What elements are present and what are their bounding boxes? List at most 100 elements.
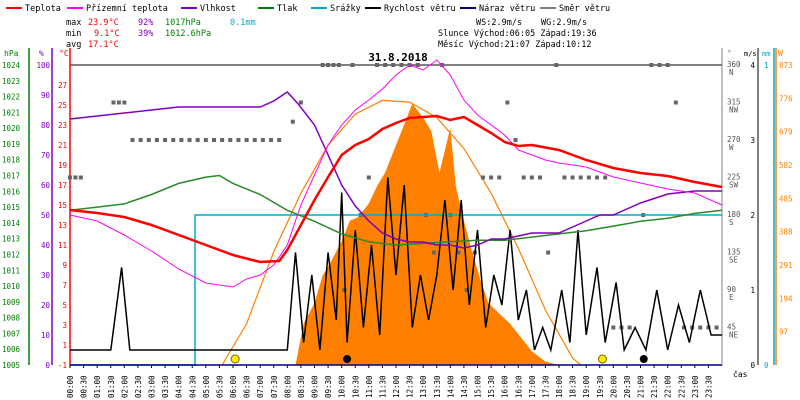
pressure-tick-label: 1016: [2, 187, 21, 196]
wind-dir-point: [220, 138, 225, 142]
dir-tick-dir-label: W: [729, 143, 734, 152]
pressure-tick-label: 1018: [2, 156, 21, 165]
wind-dir-point: [163, 138, 168, 142]
dir-tick-label: 135: [727, 248, 741, 257]
humidity-tick-label: 0: [45, 361, 50, 370]
stat-max-temp: 23.9°C: [88, 18, 119, 28]
wind-dir-point: [146, 138, 151, 142]
x-tick-label: 11:30: [378, 375, 387, 398]
wind-dir-point: [244, 138, 249, 142]
x-tick-label: 00:30: [80, 375, 89, 398]
solar-tick-label: 194: [779, 294, 793, 303]
pressure-line: [69, 174, 723, 246]
x-tick-label: 06:00: [229, 375, 238, 398]
x-tick-label: 02:30: [134, 375, 143, 398]
wind-dir-point: [211, 138, 216, 142]
temp-axis-unit: °C: [59, 49, 69, 58]
wind-dir-point: [513, 138, 518, 142]
x-tick-label: 23:00: [691, 375, 700, 398]
temp-tick-label: 25: [58, 101, 67, 110]
pressure-tick-label: 1014: [2, 219, 21, 228]
x-tick-label: 14:30: [460, 375, 469, 398]
dir-tick-dir-label: N: [729, 68, 734, 77]
wind-dir-point: [187, 138, 192, 142]
x-tick-label: 01:30: [107, 375, 116, 398]
x-tick-label: 02:00: [120, 375, 129, 398]
humidity-tick-label: 80: [41, 121, 51, 130]
wind-dir-point: [627, 325, 632, 330]
wind-dir-point: [698, 325, 703, 330]
x-axis-label: čas: [733, 369, 748, 379]
wind-dir-point: [464, 288, 469, 292]
wind-dir-point: [195, 138, 200, 142]
wind-dir-point: [578, 175, 583, 180]
humidity-tick-label: 30: [41, 271, 51, 280]
x-tick-label: 17:00: [528, 375, 537, 398]
pressure-tick-label: 1020: [2, 124, 21, 133]
wind-dir-point: [290, 119, 295, 124]
wind-dir-point: [336, 63, 341, 67]
x-tick-label: 01:00: [93, 375, 102, 398]
temp-tick-label: 5: [62, 301, 67, 310]
x-tick-label: 13:30: [433, 375, 442, 398]
humidity-tick-label: 60: [41, 181, 51, 190]
wind-dir-point: [122, 100, 127, 105]
x-tick-label: 23:30: [704, 375, 713, 398]
x-tick-label: 04:00: [175, 375, 184, 398]
pressure-tick-label: 1009: [2, 298, 20, 307]
pressure-tick-label: 1021: [2, 108, 20, 117]
wind-dir-point: [331, 63, 336, 67]
stat-max-press: 1017hPa: [165, 18, 201, 28]
humidity-tick-label: 10: [41, 331, 51, 340]
wind-dir-point: [260, 138, 265, 142]
legend-label: Tlak: [277, 4, 297, 14]
legend-label: Náraz větru: [479, 4, 535, 14]
pressure-tick-label: 1015: [2, 203, 20, 212]
x-tick-label: 21:00: [637, 375, 646, 398]
wind-tick-label: 1: [750, 286, 755, 295]
dir-axis-unit: °: [727, 49, 732, 58]
wind-dir-point: [706, 325, 711, 330]
temp-tick-label: 19: [58, 161, 67, 170]
temp-tick-label: -1: [58, 361, 67, 370]
stat-rain: 0.1mm: [230, 18, 256, 28]
stat-min-press: 1012.6hPa: [165, 29, 211, 39]
x-tick-label: 15:30: [487, 375, 496, 398]
wind-axis-unit: m/s: [744, 50, 757, 58]
wind-dir-point: [440, 63, 445, 67]
wind-dir-point: [78, 175, 83, 180]
chart-title: 31.8.2018: [368, 51, 428, 64]
wind-dir-point: [68, 175, 72, 180]
pressure-tick-label: 1006: [2, 345, 21, 354]
x-tick-label: 08:00: [283, 375, 292, 398]
humidity-tick-label: 90: [41, 91, 51, 100]
wind-dir-point: [649, 63, 654, 67]
wind-tick-label: 0: [750, 361, 755, 370]
pressure-tick-label: 1012: [2, 250, 20, 259]
x-tick-label: 17:30: [541, 375, 550, 398]
pressure-tick-label: 1017: [2, 172, 20, 181]
x-tick-label: 00:00: [66, 375, 75, 398]
solar-tick-label: 582: [779, 161, 793, 170]
dir-tick-dir-label: S: [729, 218, 734, 227]
dir-tick-dir-label: NW: [729, 106, 739, 115]
wind-dir-point: [399, 63, 404, 67]
x-tick-label: 09:00: [311, 375, 320, 398]
x-tick-label: 18:00: [555, 375, 564, 398]
stat-min-label: min: [66, 29, 81, 39]
x-tick-label: 06:30: [243, 375, 252, 398]
pressure-axis-unit: hPa: [4, 49, 19, 58]
wind-dir-point: [130, 138, 135, 142]
wind-dir-point: [489, 175, 494, 180]
wind-dir-point: [171, 138, 176, 142]
humidity-tick-label: 50: [41, 211, 51, 220]
x-tick-label: 14:00: [446, 375, 455, 398]
pressure-tick-label: 1005: [2, 361, 20, 370]
wind-dir-point: [529, 175, 534, 180]
humidity-tick-label: 100: [36, 61, 50, 70]
humidity-tick-label: 40: [41, 241, 51, 250]
temperature-line: [69, 114, 723, 264]
wind-tick-label: 4: [750, 61, 755, 70]
temp-tick-label: 1: [62, 341, 67, 350]
